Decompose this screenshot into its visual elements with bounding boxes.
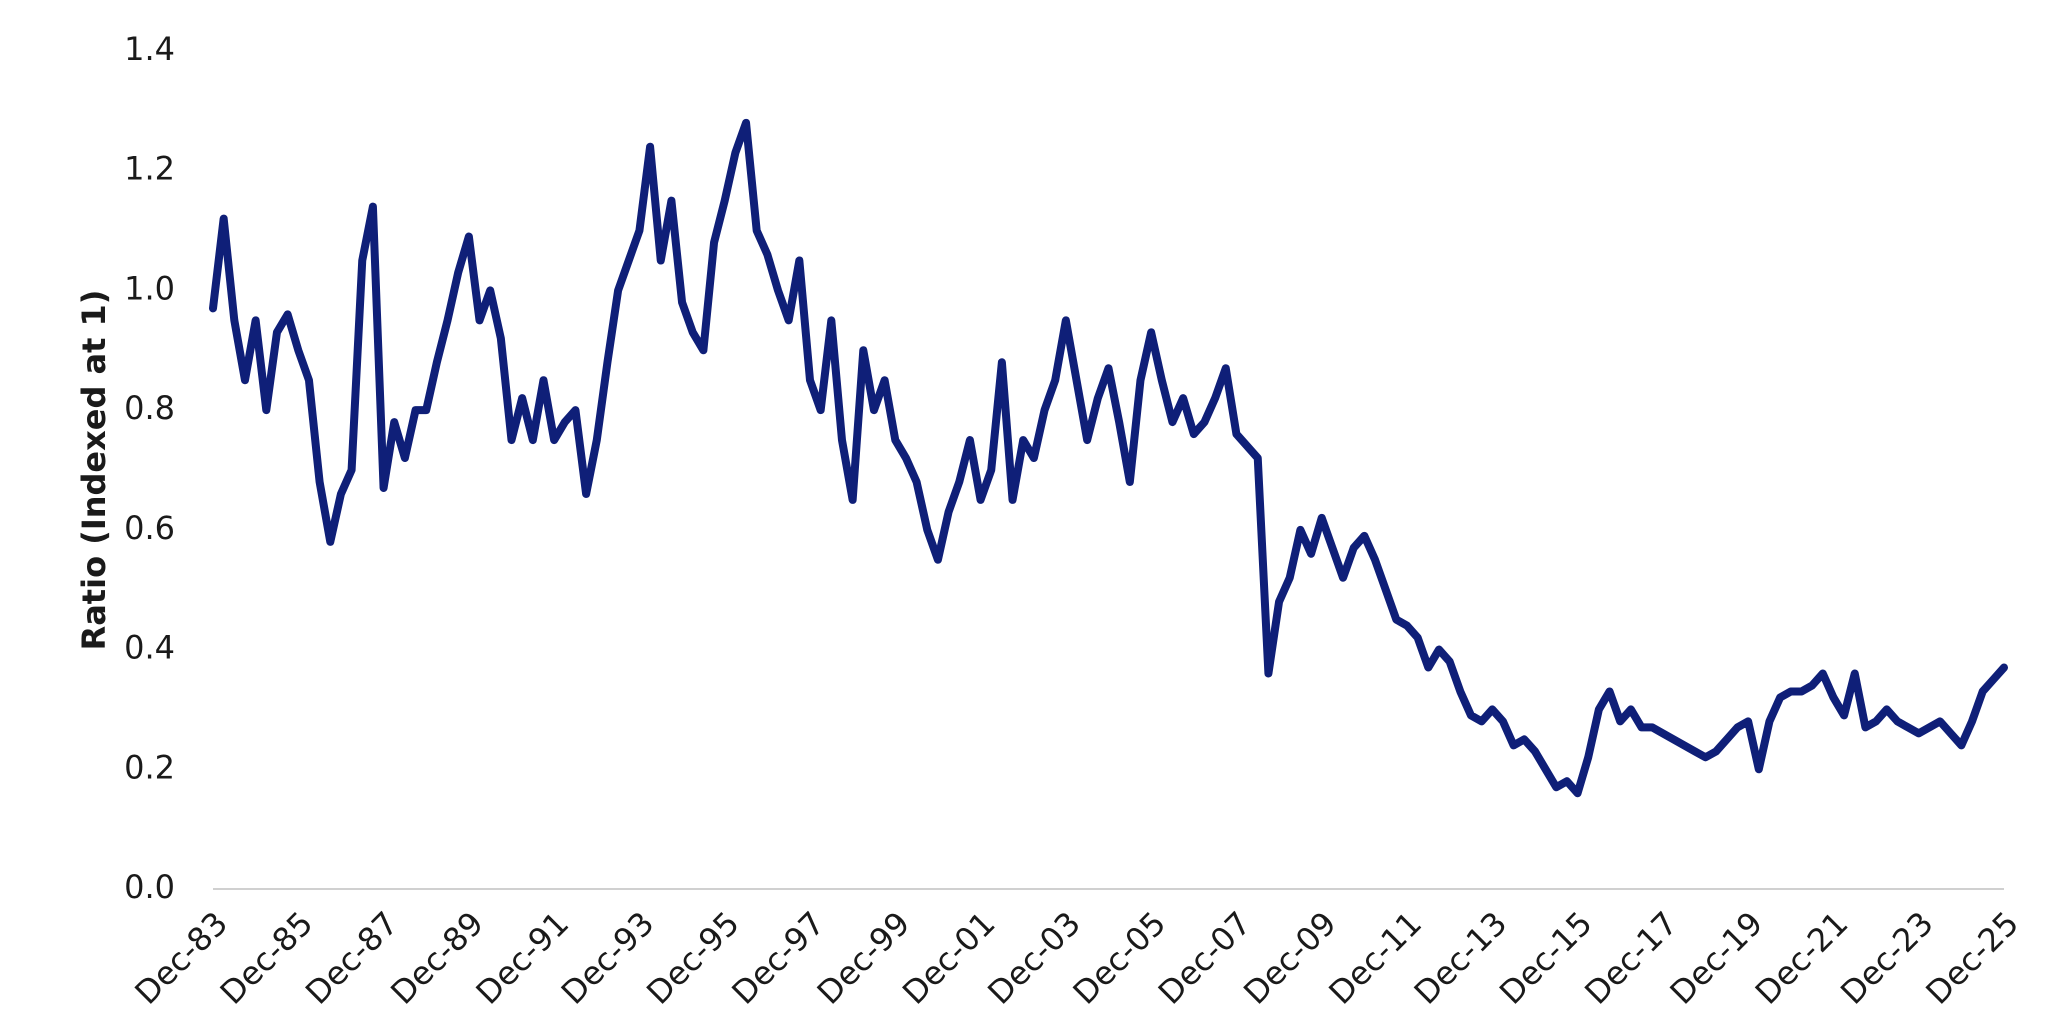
x-tick-label: Dec-25 bbox=[1918, 904, 2026, 1012]
x-tick-label: Dec-05 bbox=[1066, 904, 1174, 1012]
x-tick-label: Dec-15 bbox=[1492, 904, 1600, 1012]
y-axis-label: Ratio (Indexed at 1) bbox=[75, 290, 113, 651]
x-tick-label: Dec-19 bbox=[1663, 904, 1771, 1012]
y-tick-label: 1.0 bbox=[124, 269, 175, 307]
x-tick-label: Dec-85 bbox=[213, 904, 321, 1012]
x-tick-label: Dec-91 bbox=[469, 904, 577, 1012]
x-tick-label: Dec-95 bbox=[639, 904, 747, 1012]
x-tick-label: Dec-99 bbox=[810, 904, 918, 1012]
x-tick-label: Dec-03 bbox=[980, 904, 1088, 1012]
y-tick-label: 0.4 bbox=[124, 629, 175, 667]
x-tick-label: Dec-89 bbox=[383, 904, 491, 1012]
x-tick-label: Dec-97 bbox=[724, 904, 832, 1012]
x-tick-label: Dec-11 bbox=[1321, 904, 1429, 1012]
x-tick-label: Dec-13 bbox=[1407, 904, 1515, 1012]
x-tick-label: Dec-17 bbox=[1577, 904, 1685, 1012]
x-tick-label: Dec-01 bbox=[895, 904, 1003, 1012]
x-tick-label: Dec-23 bbox=[1833, 904, 1941, 1012]
x-tick-label: Dec-87 bbox=[298, 904, 406, 1012]
y-tick-label: 0.2 bbox=[124, 748, 175, 786]
y-tick-label: 0.0 bbox=[124, 868, 175, 906]
x-tick-label: Dec-93 bbox=[554, 904, 662, 1012]
x-tick-label: Dec-07 bbox=[1151, 904, 1259, 1012]
y-tick-label: 1.4 bbox=[124, 30, 175, 68]
x-tick-label: Dec-09 bbox=[1236, 904, 1344, 1012]
x-tick-label: Dec-83 bbox=[127, 904, 235, 1012]
y-tick-label: 0.8 bbox=[124, 389, 175, 427]
y-tick-label: 0.6 bbox=[124, 509, 175, 547]
x-tick-label: Dec-21 bbox=[1748, 904, 1856, 1012]
y-tick-label: 1.2 bbox=[124, 150, 175, 188]
data-line bbox=[209, 118, 2008, 798]
